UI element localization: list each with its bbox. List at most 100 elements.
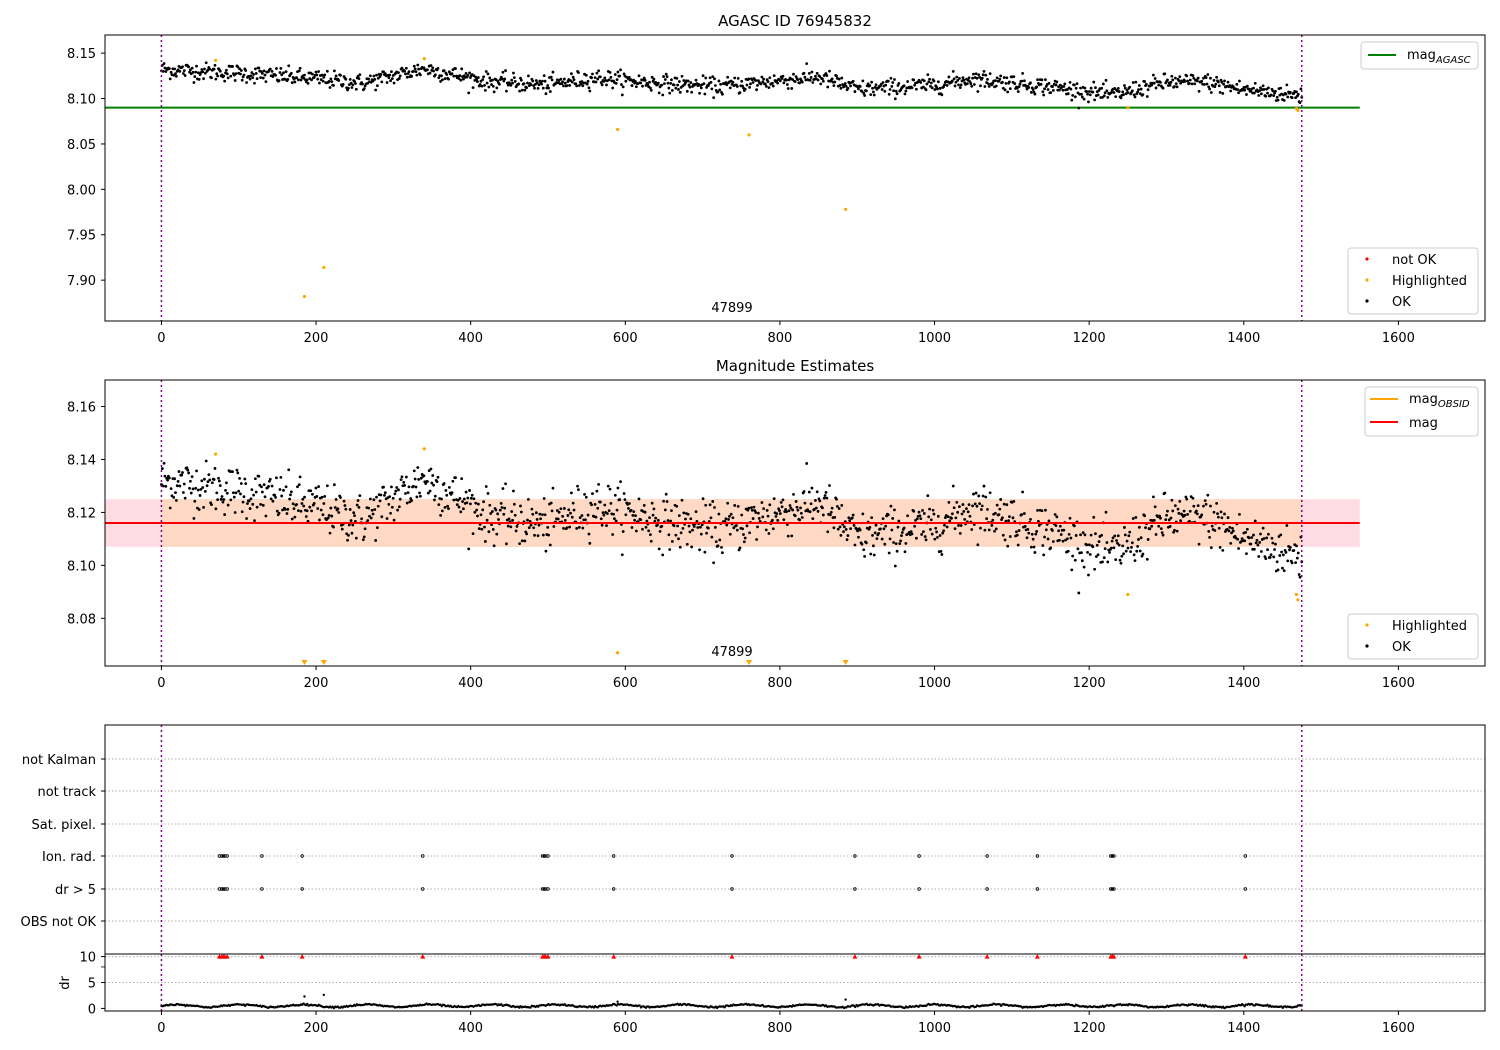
ok-point — [512, 502, 516, 506]
ok-point — [369, 516, 373, 520]
flag-marker — [220, 854, 224, 858]
ok-point — [390, 505, 394, 509]
ok-point — [431, 66, 435, 70]
ok-point — [745, 524, 749, 528]
ok-point — [562, 527, 565, 530]
ok-point — [1145, 95, 1149, 98]
ok-point — [1006, 90, 1010, 94]
ok-point — [215, 491, 219, 495]
ok-point — [284, 485, 288, 489]
ok-point — [982, 484, 986, 488]
ok-point — [199, 487, 203, 491]
ok-point — [411, 70, 415, 73]
ok-point — [501, 487, 505, 490]
ok-point — [900, 534, 903, 537]
ok-point — [1006, 544, 1010, 548]
ok-point — [326, 516, 330, 520]
ok-point — [1082, 97, 1086, 101]
ok-point — [520, 539, 524, 543]
ok-point — [333, 506, 337, 509]
ok-point — [1026, 528, 1030, 531]
ok-point — [805, 462, 809, 465]
magnitude-panel: Magnitude Estimates 0 200 400 600 800 1000 120… — [67, 357, 1486, 691]
ok-point — [475, 508, 478, 512]
ok-point — [835, 504, 839, 508]
ok-point — [587, 532, 591, 536]
ok-point — [986, 77, 989, 81]
ok-point — [1138, 92, 1142, 96]
x-tick-label: 0 — [157, 676, 165, 691]
ok-point — [1031, 537, 1035, 541]
ok-point — [1195, 509, 1198, 513]
ok-point — [1164, 518, 1168, 522]
ok-point — [367, 506, 371, 510]
ok-point — [979, 508, 983, 511]
ok-point — [1005, 76, 1009, 80]
ok-point — [1132, 553, 1136, 557]
ok-point — [877, 531, 881, 535]
ok-point — [893, 564, 897, 568]
ok-point — [299, 509, 303, 513]
ok-point — [1022, 512, 1026, 515]
ok-point — [532, 526, 536, 530]
ok-point — [650, 501, 654, 505]
ok-point — [174, 74, 178, 78]
ok-point — [379, 73, 383, 76]
ok-point — [590, 503, 593, 507]
x-tick-label: 1400 — [1227, 1021, 1260, 1036]
ok-point — [160, 467, 164, 470]
ok-point — [909, 530, 913, 534]
ok-point — [1249, 542, 1253, 546]
ok-point — [1252, 91, 1256, 95]
ok-point — [300, 502, 304, 505]
ok-point — [1186, 79, 1190, 83]
ok-point — [285, 512, 289, 515]
ok-point — [1112, 546, 1116, 550]
ok-point — [933, 537, 937, 541]
ok-point — [1221, 92, 1225, 95]
ok-point — [1137, 525, 1141, 529]
ok-point — [162, 461, 166, 465]
ok-point — [1129, 550, 1132, 553]
ok-point — [621, 530, 625, 533]
ok-point — [891, 517, 895, 520]
ok-point — [410, 74, 414, 78]
ok-point — [1193, 82, 1197, 86]
ok-point — [513, 513, 517, 517]
ok-point — [1053, 513, 1057, 516]
ok-point — [974, 491, 978, 495]
ok-point — [904, 89, 908, 93]
ok-point — [550, 78, 554, 82]
ok-point — [972, 492, 975, 496]
ok-point — [615, 78, 619, 82]
ok-point — [481, 78, 485, 81]
ok-point — [413, 477, 417, 481]
ok-point — [296, 78, 300, 82]
flag-marker — [917, 887, 921, 891]
ok-point — [575, 526, 579, 530]
ok-point — [274, 495, 277, 499]
ok-point — [484, 485, 488, 488]
ok-point — [242, 495, 246, 499]
ok-point — [847, 516, 851, 520]
ok-point — [495, 86, 499, 90]
legend-mag-obsid-label: magOBSID — [1409, 392, 1470, 410]
ok-point — [1253, 519, 1257, 523]
ok-point — [1121, 544, 1125, 548]
legend-mag-agasc-main: mag — [1407, 48, 1436, 63]
ok-point — [614, 81, 618, 85]
ok-point — [415, 73, 419, 77]
legend-highlighted-label: Highlighted — [1392, 274, 1467, 289]
ok-point — [883, 89, 887, 93]
ok-point — [979, 84, 982, 88]
dr-point — [529, 1006, 532, 1009]
ok-point — [225, 491, 229, 495]
ok-point — [665, 75, 669, 79]
ok-point — [487, 530, 491, 534]
ok-point — [465, 501, 469, 505]
ok-point — [1104, 510, 1108, 514]
ok-point — [192, 81, 196, 84]
ok-point — [1235, 82, 1239, 86]
ok-point — [781, 498, 785, 502]
